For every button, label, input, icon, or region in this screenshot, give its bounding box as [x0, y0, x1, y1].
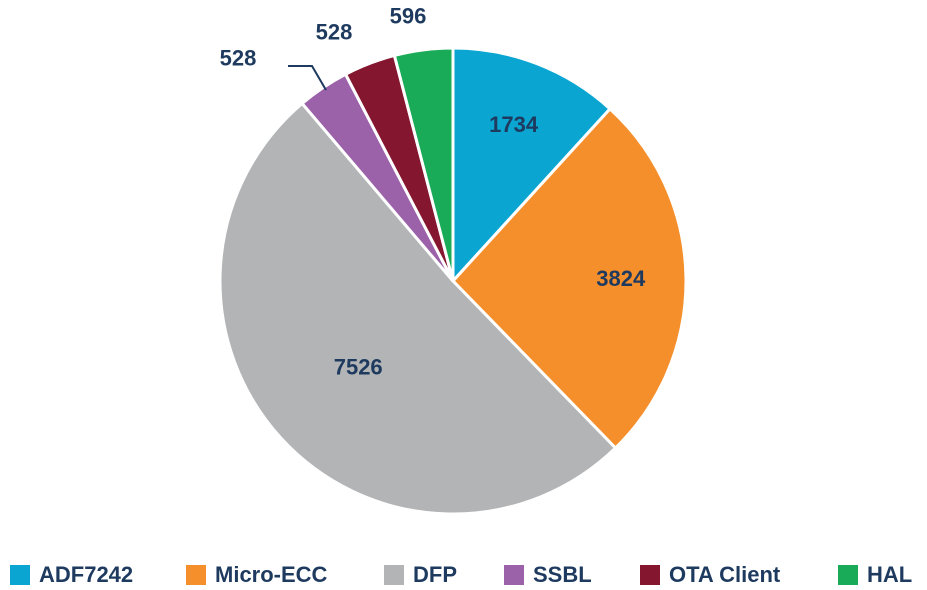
- legend: ADF7242 Micro-ECC DFP SSBL OTA Client HA…: [0, 560, 927, 590]
- pie-slice-hal: [392, 46, 455, 283]
- data-label-dfp: 7526: [334, 355, 383, 380]
- pie-slice-adf7242: [451, 46, 612, 283]
- legend-item-adf7242: ADF7242: [10, 560, 133, 590]
- data-label-ota-client: 528: [316, 20, 353, 45]
- legend-swatch-dfp: [384, 565, 404, 585]
- legend-swatch-hal: [838, 565, 858, 585]
- legend-swatch-ota-client: [640, 565, 660, 585]
- data-label-hal: 596: [390, 4, 427, 29]
- data-label-ssbl: 528: [220, 46, 257, 71]
- legend-item-hal: HAL: [838, 560, 912, 590]
- legend-label-dfp: DFP: [413, 562, 457, 587]
- legend-item-ota-client: OTA Client: [640, 560, 780, 590]
- leader-line-ssbl: [288, 65, 327, 91]
- legend-swatch-adf7242: [10, 565, 30, 585]
- pie-chart: 1734 3824 7526 528 528 596: [218, 4, 688, 516]
- legend-label-ota-client: OTA Client: [669, 562, 781, 587]
- legend-label-ssbl: SSBL: [533, 562, 592, 587]
- legend-item-dfp: DFP: [384, 560, 457, 590]
- data-label-adf7242: 1734: [489, 112, 539, 137]
- legend-item-micro-ecc: Micro-ECC: [186, 560, 327, 590]
- legend-label-adf7242: ADF7242: [39, 562, 134, 587]
- pie-slice-dfp: [218, 101, 617, 516]
- legend-item-ssbl: SSBL: [504, 560, 592, 590]
- pie-slice-micro-ecc: [451, 107, 688, 450]
- legend-label-micro-ecc: Micro-ECC: [215, 562, 328, 587]
- data-label-micro-ecc: 3824: [596, 266, 646, 291]
- legend-label-hal: HAL: [867, 562, 913, 587]
- legend-swatch-micro-ecc: [186, 565, 206, 585]
- legend-swatch-ssbl: [504, 565, 524, 585]
